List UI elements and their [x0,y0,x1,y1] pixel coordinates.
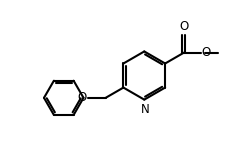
Text: N: N [140,103,149,116]
Text: O: O [77,91,86,104]
Text: O: O [202,46,211,59]
Text: O: O [179,20,188,33]
